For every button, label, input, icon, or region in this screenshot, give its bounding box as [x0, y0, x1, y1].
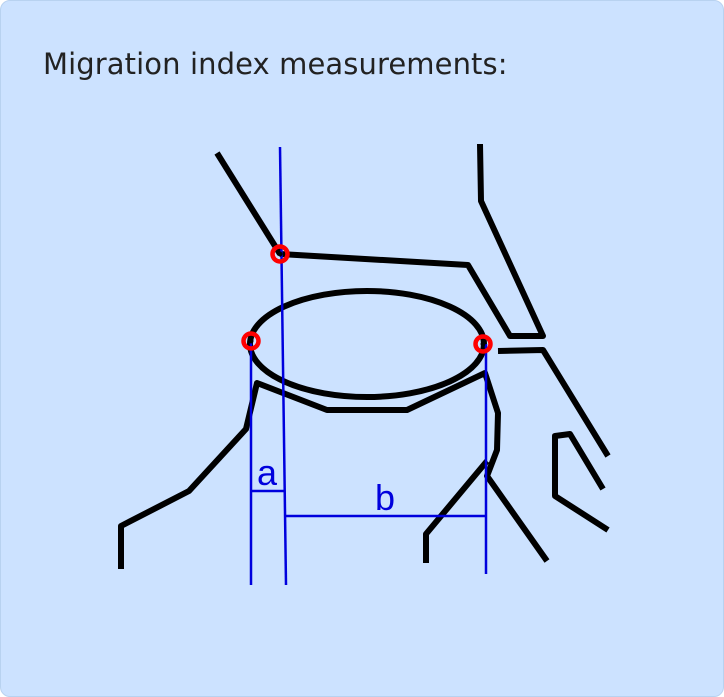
perkins-line-left: [278, 146, 288, 586]
label-a: a: [257, 452, 278, 493]
label-b: b: [375, 477, 395, 518]
landmark-point-medial-head: [241, 331, 261, 351]
outline-lower-right-contour: [423, 459, 490, 563]
outline-right-pelvis: [497, 347, 611, 458]
landmark-point-acetabular-edge: [270, 244, 290, 264]
femoral-head-ellipse: [247, 288, 487, 400]
outline-acetabular-roof: [279, 143, 546, 339]
outline-upper-left-line: [214, 151, 283, 256]
landmark-markers: [241, 244, 493, 354]
measurement-lines: a b: [249, 146, 488, 586]
anatomy-outline: [118, 143, 611, 569]
outline-right-hook: [552, 431, 610, 533]
figure-title: Migration index measurements:: [43, 47, 508, 81]
landmark-point-lateral-head: [473, 334, 493, 354]
outline-femoral-neck: [118, 370, 550, 569]
